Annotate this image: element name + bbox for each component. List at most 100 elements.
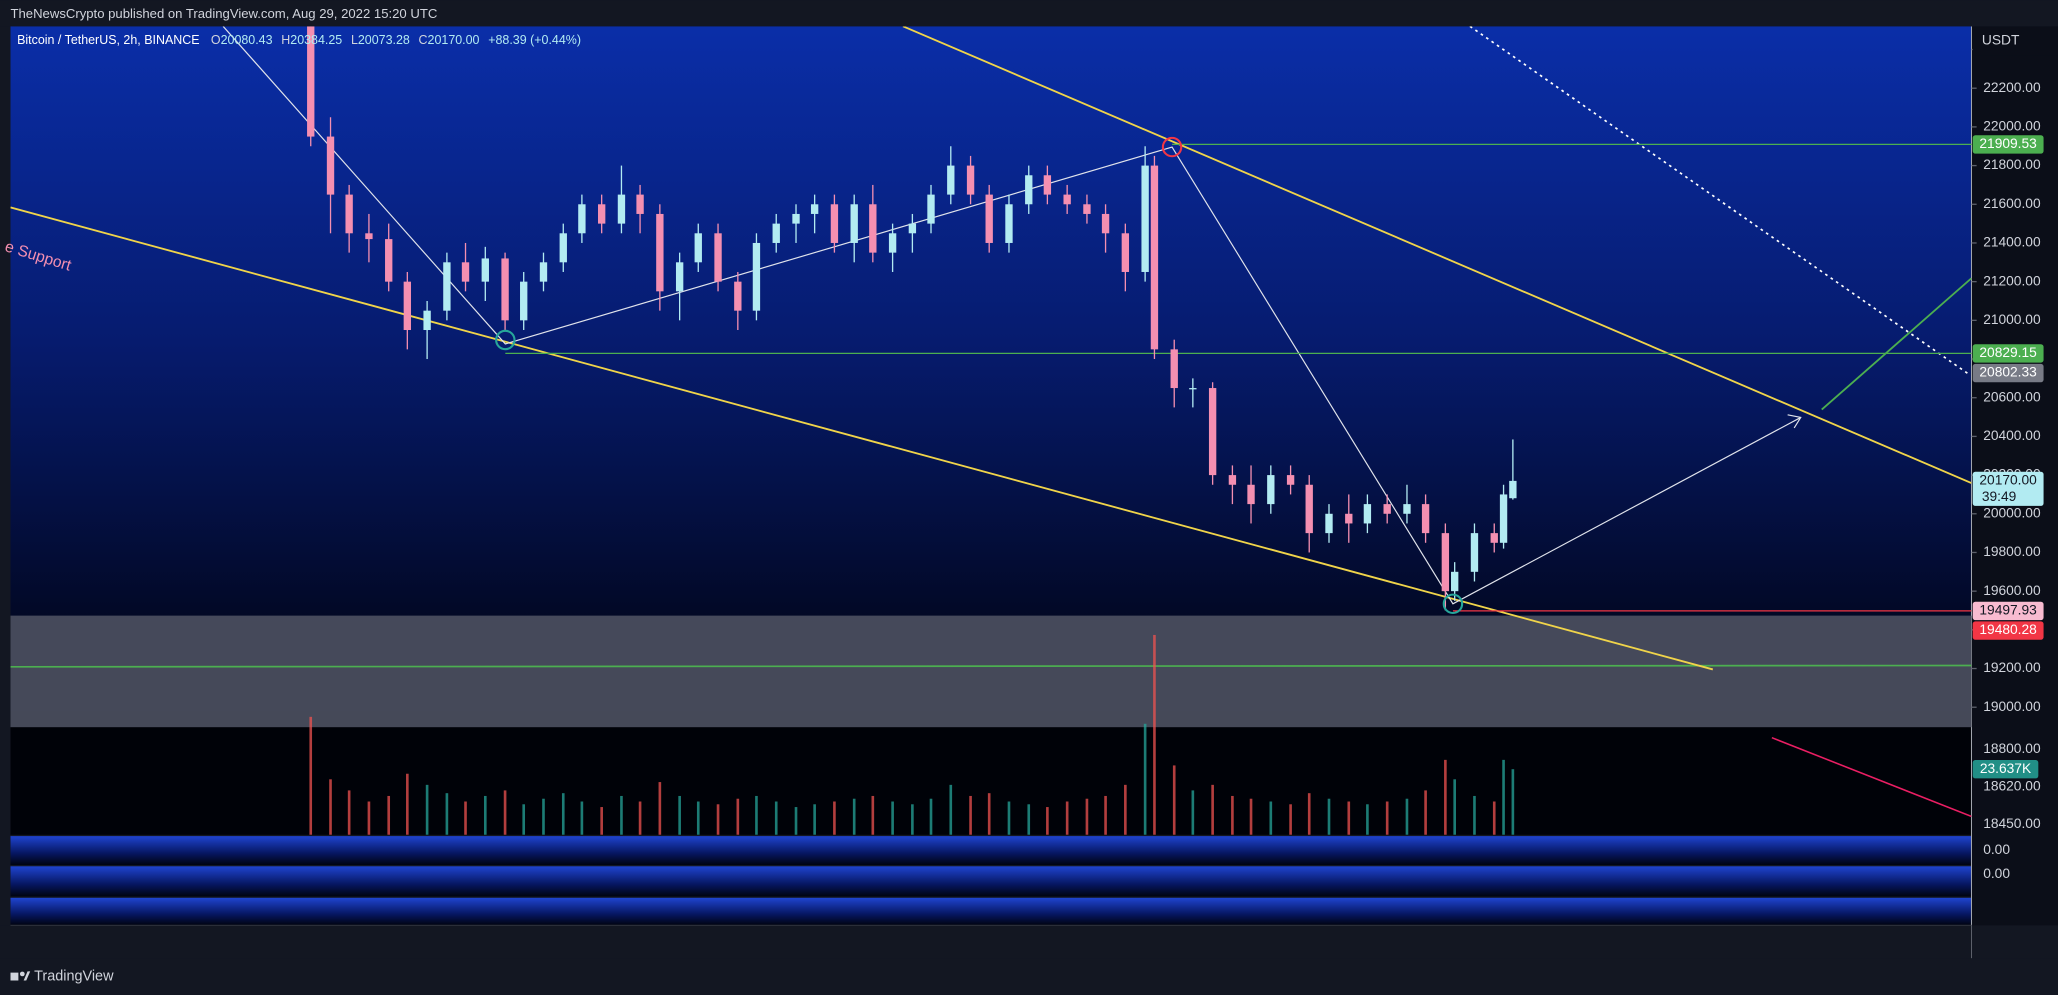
volume-bar [755,795,758,835]
volume-bar [503,790,507,835]
volume-bar [1085,798,1089,835]
candle-body [1345,513,1353,524]
volume-bar [1191,790,1195,835]
countdown: 39:49 [1982,489,2016,504]
price-label-box [1972,344,2044,363]
price-label-box [1972,135,2044,154]
legend-change: +88.39 (+0.44%) [488,33,581,47]
candle-body [1150,165,1159,350]
candle-body [365,233,373,240]
marker-circle [495,329,516,351]
volume-bar [833,801,836,835]
candle-body [1490,533,1498,543]
indicator-pane [10,836,1972,865]
volume-bar [716,804,720,835]
legend-value: 20080.43 [221,33,273,47]
candle-body [714,233,722,282]
y-tick-label: 21000.00 [1983,312,2041,327]
indicator-value: 0.00 [1983,866,2010,881]
candle-body [1499,494,1508,543]
price-label: 21909.53 [1979,136,2037,151]
volume-bar [794,807,798,835]
candle-body [578,204,586,234]
candle-body [1267,475,1275,505]
publisher: TheNewsCrypto published on TradingView.c… [11,6,438,21]
y-tick-label: 21200.00 [1983,273,2041,288]
candle-body [1509,480,1517,499]
y-tick-label: 22000.00 [1983,119,2041,134]
candle-body [772,223,780,243]
volume-bar [1424,790,1427,835]
candle-body [1189,388,1197,390]
volume-bar [696,801,700,835]
candle-body [1063,194,1071,205]
candle-body [694,233,702,263]
y-tick-label: 19800.00 [1983,544,2041,559]
volume-bar [483,795,487,835]
y-tick-label: 21800.00 [1983,157,2041,172]
volume-bar [1289,804,1292,835]
y-tick-label: 18450.00 [1983,816,2041,831]
price-label: 19497.93 [1979,603,2037,618]
legend-key: C [419,33,428,47]
candle-body [1005,204,1013,243]
volume-bar [1153,634,1156,835]
volume-bar [561,793,565,835]
candle-body [1228,475,1237,485]
currency: USDT [1982,32,2020,47]
chart-legend: Bitcoin / TetherUS, 2h, BINANCE O20080.4… [17,33,581,47]
candle-body [869,204,877,253]
volume-bar [1231,795,1234,835]
volume-bar [1211,784,1214,835]
volume-bar [620,795,623,835]
volume-bar [329,779,332,835]
legend-key: L [351,33,358,47]
candle-body [927,194,935,224]
trendline [902,26,1972,484]
volume-bar [1492,801,1496,835]
y-tick-label: 21600.00 [1983,196,2041,211]
candle-body [734,281,742,311]
y-tick-label: 19200.00 [1983,660,2041,675]
volume-bar [600,807,603,835]
arrow-head [1787,414,1802,429]
dotted-line [1469,26,1970,375]
y-tick-label: 19600.00 [1983,583,2041,598]
candle-body [810,204,819,214]
volume-bar [1249,798,1253,835]
volume-bar [1046,807,1049,835]
y-tick-label: 18800.00 [1983,741,2041,756]
marker-circle [1161,136,1183,158]
candle-body [1325,513,1333,534]
brand-logo [10,971,31,981]
volume-bar [1124,784,1127,835]
candle-body [1363,504,1372,524]
volume-bar [425,784,429,835]
volume-bar [367,801,371,835]
volume-bar [1347,801,1351,835]
volume-bar [1143,723,1147,835]
candle-body [1403,504,1411,514]
candle-body [345,194,353,234]
y-tick-label: 18620.00 [1983,779,2041,794]
volume-bar [1172,765,1176,835]
candle-body [1421,504,1430,534]
volume-bar [678,795,681,835]
volume-bar [309,716,313,835]
volume-bar [347,790,351,835]
volume-bar [911,804,914,835]
volume-bar [1444,759,1447,835]
volume-bar [1307,793,1311,835]
candle-body [966,165,975,195]
volume-bar [1502,759,1505,835]
volume-bar [445,793,449,835]
candle-body [307,26,315,137]
candle-body [1121,233,1130,272]
candle-body [617,194,626,224]
volume-bar [580,801,584,835]
candle-body [1247,484,1255,505]
candle-body [481,258,489,282]
legend-key: O [211,33,221,47]
volume-bar [949,784,953,835]
volume-bar [774,801,778,835]
